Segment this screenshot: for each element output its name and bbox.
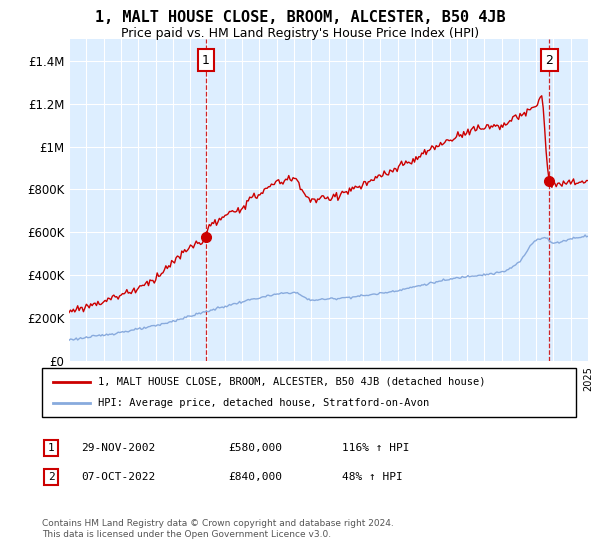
Text: £840,000: £840,000	[228, 472, 282, 482]
Text: £580,000: £580,000	[228, 443, 282, 453]
Text: 116% ↑ HPI: 116% ↑ HPI	[342, 443, 409, 453]
Text: 2: 2	[545, 54, 553, 67]
Text: 2: 2	[47, 472, 55, 482]
Text: 1: 1	[47, 443, 55, 453]
Text: 1: 1	[202, 54, 210, 67]
Text: 1, MALT HOUSE CLOSE, BROOM, ALCESTER, B50 4JB (detached house): 1, MALT HOUSE CLOSE, BROOM, ALCESTER, B5…	[98, 377, 485, 387]
Text: This data is licensed under the Open Government Licence v3.0.: This data is licensed under the Open Gov…	[42, 530, 331, 539]
Text: HPI: Average price, detached house, Stratford-on-Avon: HPI: Average price, detached house, Stra…	[98, 398, 430, 408]
Text: 1, MALT HOUSE CLOSE, BROOM, ALCESTER, B50 4JB: 1, MALT HOUSE CLOSE, BROOM, ALCESTER, B5…	[95, 10, 505, 25]
Text: 48% ↑ HPI: 48% ↑ HPI	[342, 472, 403, 482]
Text: 07-OCT-2022: 07-OCT-2022	[81, 472, 155, 482]
Text: Contains HM Land Registry data © Crown copyright and database right 2024.: Contains HM Land Registry data © Crown c…	[42, 519, 394, 528]
Text: Price paid vs. HM Land Registry's House Price Index (HPI): Price paid vs. HM Land Registry's House …	[121, 27, 479, 40]
Text: 29-NOV-2002: 29-NOV-2002	[81, 443, 155, 453]
